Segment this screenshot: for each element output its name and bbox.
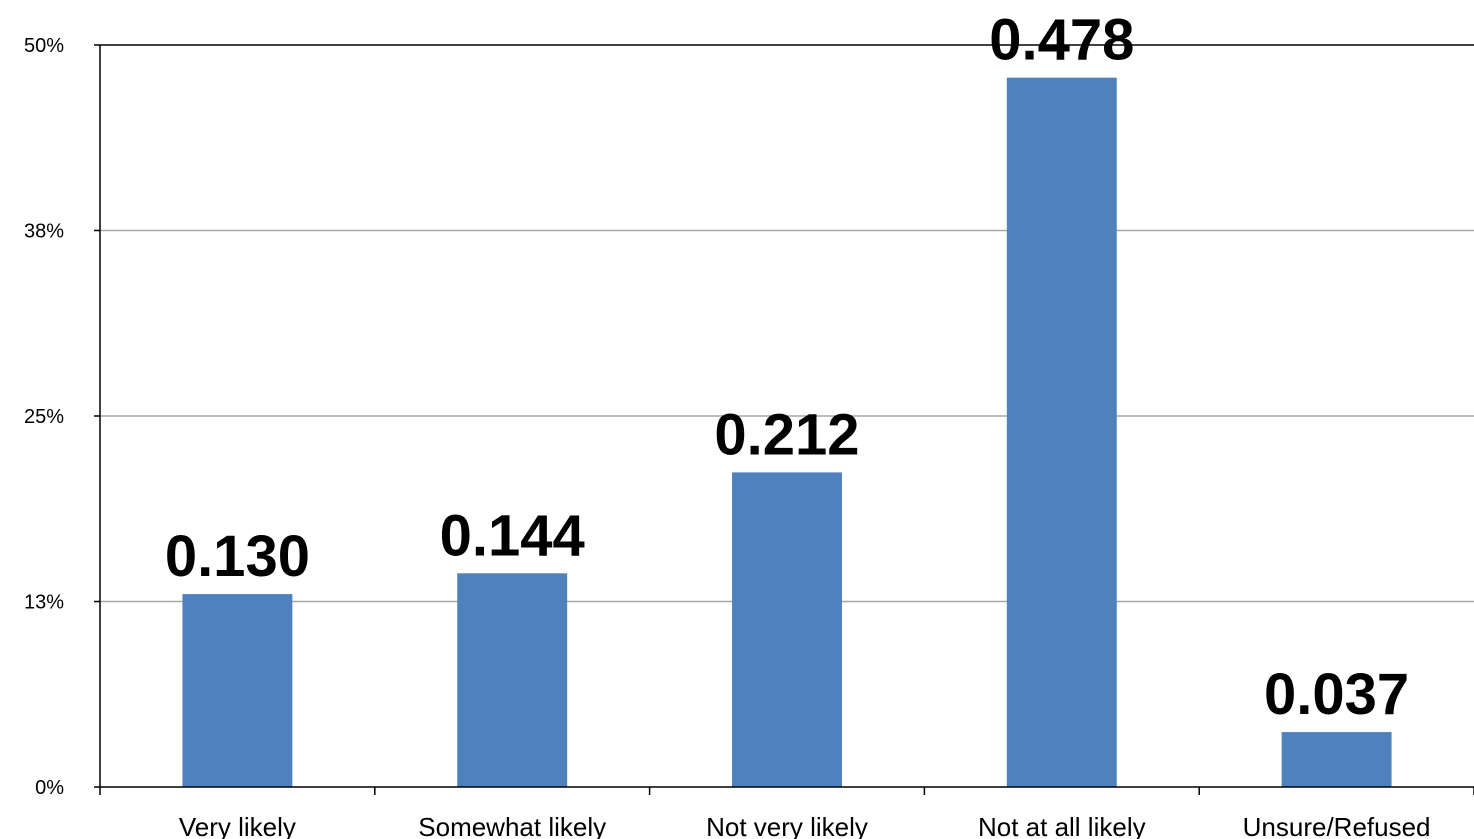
bar-very-likely: [182, 594, 293, 787]
bar-not-at-all-likely: [1006, 77, 1117, 787]
bar-somewhat-likely: [457, 573, 568, 787]
data-label: 0.478: [989, 8, 1134, 73]
x-tick-label: Somewhat likely: [418, 812, 606, 839]
y-tick-label: 13%: [24, 592, 64, 614]
y-tick-label: 50%: [24, 35, 64, 57]
data-label: 0.037: [1264, 662, 1409, 727]
axes: [94, 44, 1474, 795]
data-labels: 0.130 0.144 0.212 0.478 0.037: [165, 8, 1409, 727]
data-label: 0.144: [440, 503, 585, 568]
bar-not-very-likely: [732, 472, 842, 787]
x-tick-label: Unsure/Refused: [1243, 812, 1431, 839]
x-tick-label: Very likely: [179, 812, 296, 839]
bar-unsure-refused: [1281, 732, 1392, 787]
y-tick-labels: 0% 13% 25% 38% 50%: [24, 35, 64, 799]
data-label: 0.212: [714, 402, 859, 467]
y-tick-label: 0%: [35, 777, 64, 799]
y-tick-label: 25%: [24, 406, 64, 428]
y-tick-label: 38%: [24, 221, 64, 243]
data-label: 0.130: [165, 524, 310, 589]
x-tick-labels: Very likely Somewhat likely Not very likel…: [179, 812, 1431, 839]
bars: [182, 77, 1392, 787]
x-tick-label: Not at all likely: [978, 812, 1146, 839]
x-tick-label: Not very likely: [706, 812, 868, 839]
